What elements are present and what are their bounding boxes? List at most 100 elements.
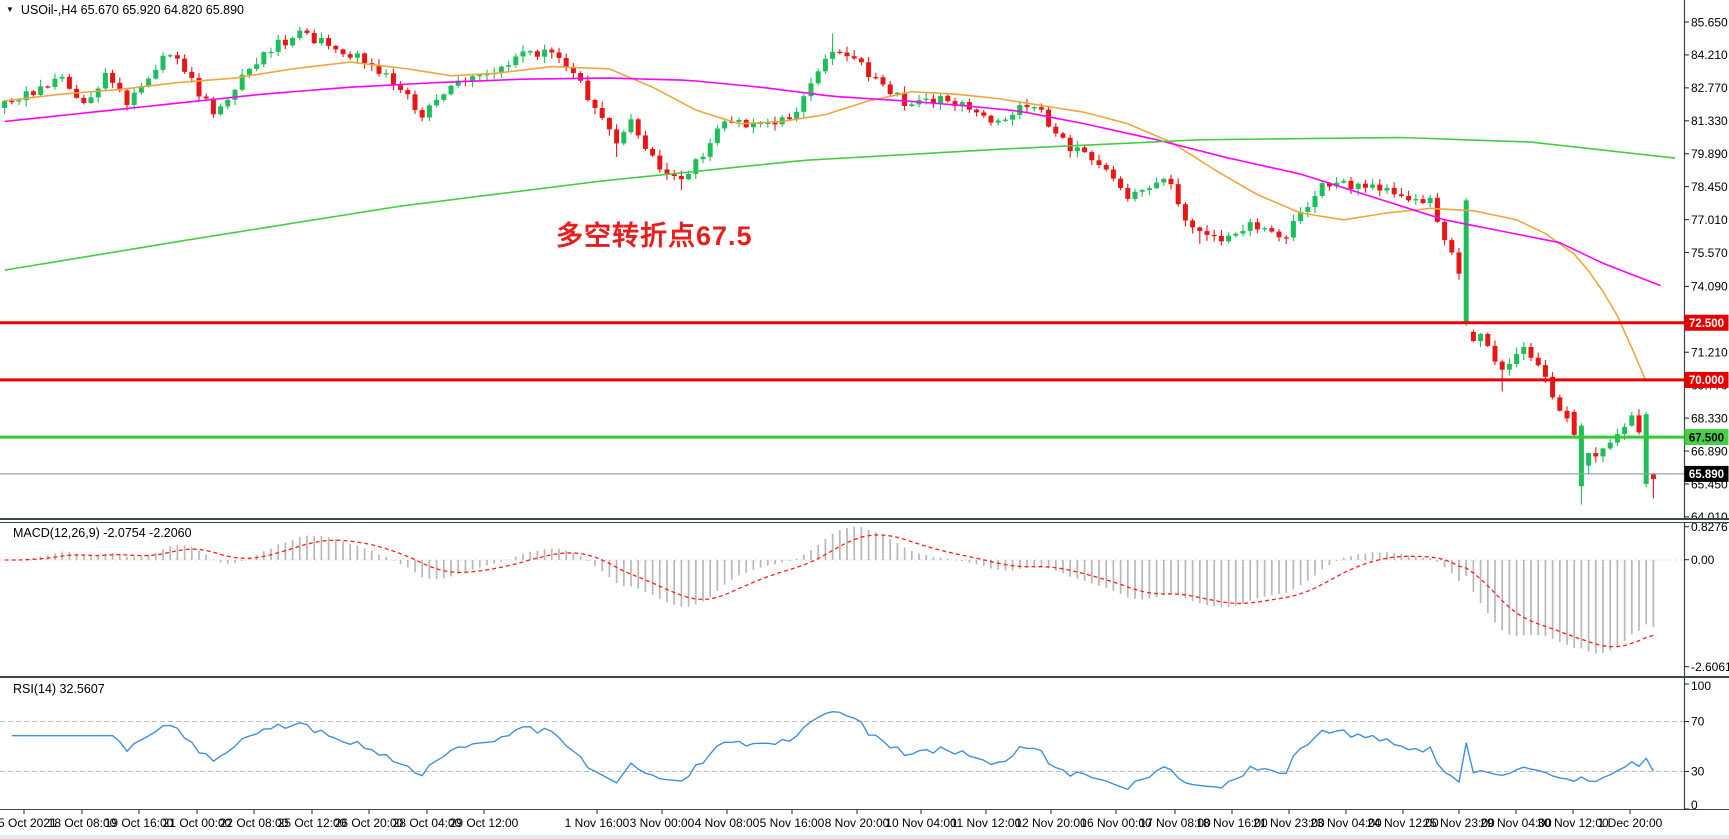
candle-body xyxy=(1564,410,1570,419)
candle-body xyxy=(1586,453,1592,466)
candle-body xyxy=(390,73,396,86)
candle-body xyxy=(1096,160,1102,165)
candle-body xyxy=(376,65,382,74)
candle-body xyxy=(1348,180,1354,189)
candle-body xyxy=(1118,178,1124,188)
time-axis-label: 10 Nov 04:00 xyxy=(885,816,957,830)
candle-body xyxy=(988,115,994,123)
macd-indicator-pane[interactable]: 0.8276 0.00 -2.6061 MACD(12,26,9) -2.0754 … xyxy=(0,522,1729,678)
macd-canvas: 0.8276 0.00 -2.6061 xyxy=(0,523,1729,676)
candle-body xyxy=(419,109,425,118)
time-axis-label: 4 Nov 08:00 xyxy=(695,816,760,830)
candle-body xyxy=(686,173,692,180)
time-axis-label: 26 Oct 20:00 xyxy=(335,816,404,830)
rsi-label: RSI(14) 32.5607 xyxy=(13,682,105,696)
candle-body xyxy=(81,97,87,103)
candle-body xyxy=(657,155,663,170)
candle-body xyxy=(1506,363,1512,370)
candle-body xyxy=(1154,182,1160,189)
price-axis-label: 77.010 xyxy=(1691,213,1728,227)
macd-axis-label: 0.00 xyxy=(1691,553,1715,567)
candle-body xyxy=(722,121,728,129)
candle-body xyxy=(959,102,965,106)
candle-body xyxy=(1341,180,1347,183)
candle-body xyxy=(880,77,886,85)
candle-body xyxy=(635,119,641,136)
rsi-indicator-pane[interactable]: 100 70 30 0 RSI(14) 32.5607 xyxy=(0,678,1729,810)
candle-body xyxy=(549,49,555,53)
candle-body xyxy=(1269,228,1275,232)
candle-body xyxy=(1434,197,1440,222)
candle-body xyxy=(1535,357,1541,366)
candle-body xyxy=(66,76,72,89)
candle-body xyxy=(736,119,742,122)
candle-body xyxy=(1146,188,1152,191)
candle-body xyxy=(765,122,771,124)
pivot-annotation-text: 多空转折点67.5 xyxy=(556,221,753,251)
candle-body xyxy=(1312,195,1318,208)
time-axis-label: 22 Oct 08:00 xyxy=(220,816,289,830)
candle-body xyxy=(1478,333,1484,342)
candle-body xyxy=(88,97,94,103)
candle-body xyxy=(995,120,1001,123)
candle-body xyxy=(455,80,461,86)
rsi-line xyxy=(11,710,1655,791)
candle-body xyxy=(1211,234,1217,237)
time-axis-label: 23 Nov 04:00 xyxy=(1310,816,1382,830)
candle-body xyxy=(124,90,130,105)
rsi-axis-label: 0 xyxy=(1691,798,1698,809)
candle-body xyxy=(318,38,324,44)
price-badge-65.890: 65.890 xyxy=(1684,465,1729,482)
candle-body xyxy=(1449,240,1455,253)
candle-body xyxy=(844,52,850,57)
candle-body xyxy=(398,85,404,90)
candle-body xyxy=(110,72,116,83)
candle-body xyxy=(261,52,267,65)
candle-body xyxy=(448,85,454,95)
time-axis-label: 25 Oct 12:00 xyxy=(278,816,347,830)
price-chart-canvas: 85.650 84.210 82.770 81.330 79.890 78.450 77.0… xyxy=(0,0,1729,518)
candle-body xyxy=(1413,199,1419,201)
candle-body xyxy=(38,86,44,95)
candle-body xyxy=(282,39,288,46)
candle-body xyxy=(578,73,584,81)
candle-body xyxy=(167,55,173,57)
candle-body xyxy=(160,55,166,70)
candle-body xyxy=(1226,235,1232,242)
candle-body xyxy=(1247,222,1253,231)
candle-body xyxy=(405,89,411,95)
candle-body xyxy=(570,66,576,74)
candle-body xyxy=(1406,196,1412,201)
candle-body xyxy=(1132,191,1138,199)
candle-body xyxy=(218,106,224,115)
candle-body xyxy=(1463,200,1469,322)
candle-body xyxy=(556,52,562,58)
main-chart-pane[interactable]: 85.650 84.210 82.770 81.330 79.890 78.450 77.0… xyxy=(0,0,1729,520)
candle-body xyxy=(815,71,821,84)
price-badge-67.500: 67.500 xyxy=(1684,429,1729,446)
candle-body xyxy=(203,96,209,99)
candle-body xyxy=(102,72,108,89)
candle-body xyxy=(383,73,389,75)
candle-body xyxy=(1384,187,1390,191)
collapse-arrow-icon[interactable]: ▼ xyxy=(6,5,14,14)
time-axis-label: 28 Oct 04:00 xyxy=(393,816,462,830)
candle-body xyxy=(16,100,22,102)
candle-body xyxy=(873,77,879,79)
time-axis-label: 15 Oct 2021 xyxy=(0,816,57,830)
candle-body xyxy=(887,84,893,94)
candle-body xyxy=(45,86,51,88)
candle-body xyxy=(1334,182,1340,187)
ma-medium-line xyxy=(4,77,1661,287)
candle-body xyxy=(945,95,951,102)
candle-body xyxy=(527,51,533,53)
candle-body xyxy=(1514,353,1520,364)
candle-body xyxy=(1053,126,1059,134)
rsi-axis-label: 100 xyxy=(1691,679,1711,693)
price-axis-label: 84.210 xyxy=(1691,48,1728,62)
candle-body xyxy=(1636,415,1642,433)
candle-body xyxy=(1125,187,1131,199)
candle-body xyxy=(1060,133,1066,138)
